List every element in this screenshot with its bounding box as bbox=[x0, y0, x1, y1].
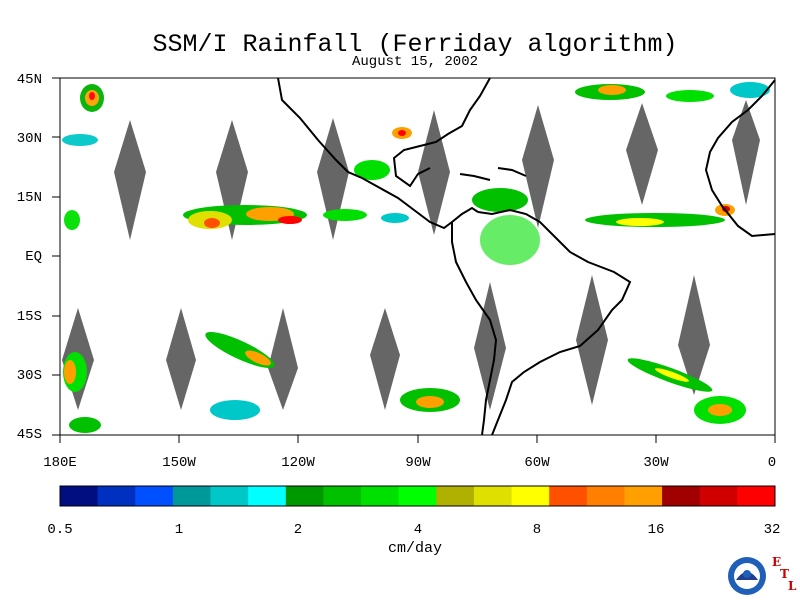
rain-patch-itcz bbox=[183, 205, 409, 229]
lon-label-60w: 60W bbox=[524, 455, 550, 471]
lon-label-90w: 90W bbox=[405, 455, 431, 471]
lon-label-0: 0 bbox=[767, 455, 777, 471]
lat-label-eq: EQ bbox=[25, 249, 42, 265]
swath-gap bbox=[732, 100, 760, 205]
coast-cuba bbox=[459, 173, 491, 181]
colorbar-frame bbox=[59, 485, 776, 507]
colorbar-swatch bbox=[323, 486, 362, 506]
swath-gap bbox=[474, 282, 506, 410]
colorbar-swatch bbox=[473, 486, 513, 506]
colorbar-swatch bbox=[398, 486, 437, 506]
colorbar-swatch bbox=[97, 486, 136, 506]
colorbar-swatch bbox=[248, 486, 287, 506]
lon-label-150w: 150W bbox=[162, 455, 196, 471]
rain-patch-south-atlantic bbox=[627, 358, 746, 424]
lon-label-120w: 120W bbox=[281, 455, 315, 471]
coast-south-america-west bbox=[451, 222, 498, 436]
colorbar-tick-5: 16 bbox=[647, 522, 665, 538]
map-title: SSM/I Rainfall (Ferriday algorithm) bbox=[152, 30, 678, 59]
colorbar-tick-3: 4 bbox=[413, 522, 423, 538]
colorbar-swatch bbox=[624, 486, 663, 506]
colorbar-swatch bbox=[60, 486, 99, 506]
colorbar-tick-0: 0.5 bbox=[47, 522, 73, 538]
coastlines bbox=[277, 77, 776, 436]
colorbar-swatch bbox=[285, 486, 324, 506]
swath-gap bbox=[166, 308, 196, 410]
colorbar-tick-2: 2 bbox=[293, 522, 303, 538]
lat-label-45n: 45N bbox=[16, 72, 42, 88]
rain-patch-nw bbox=[62, 84, 104, 230]
rainfall-patches bbox=[62, 82, 770, 433]
axis-ticks bbox=[52, 77, 776, 443]
colorbar bbox=[60, 486, 776, 506]
colorbar-swatch bbox=[436, 486, 475, 506]
map-date: August 15, 2002 bbox=[351, 54, 479, 70]
coast-caribbean-islands bbox=[497, 167, 527, 177]
colorbar-tick-6: 32 bbox=[763, 522, 781, 538]
lat-label-15n: 15N bbox=[16, 190, 42, 206]
colorbar-swatch bbox=[737, 486, 776, 506]
colorbar-swatch bbox=[549, 486, 588, 506]
lon-label-30w: 30W bbox=[643, 455, 669, 471]
colorbar-unit: cm/day bbox=[387, 540, 442, 557]
colorbar-swatch bbox=[511, 486, 550, 506]
logo-letter-e: E bbox=[772, 555, 781, 569]
lat-label-30s: 30S bbox=[16, 368, 42, 384]
swath-gap bbox=[626, 103, 658, 205]
swath-gap bbox=[678, 275, 710, 395]
swath-gap bbox=[268, 308, 298, 410]
lat-label-45s: 45S bbox=[16, 427, 42, 443]
logo-letter-l: L bbox=[788, 579, 797, 593]
colorbar-swatch bbox=[662, 486, 701, 506]
colorbar-tick-1: 1 bbox=[174, 522, 184, 538]
colorbar-swatch bbox=[361, 486, 400, 506]
lat-label-15s: 15S bbox=[16, 309, 42, 325]
colorbar-swatch bbox=[135, 486, 174, 506]
rain-patch-atlantic-itcz bbox=[585, 204, 735, 227]
colorbar-swatch bbox=[172, 486, 212, 506]
coast-gulf-mexico bbox=[392, 77, 491, 188]
rain-patch-gulf bbox=[354, 127, 540, 265]
swath-gap bbox=[418, 110, 450, 235]
lat-label-30n: 30N bbox=[16, 131, 42, 147]
logo-letter-t: T bbox=[780, 567, 789, 581]
coast-south-america-east bbox=[477, 208, 632, 436]
colorbar-tick-4: 8 bbox=[532, 522, 542, 538]
swath-gap bbox=[114, 120, 146, 240]
noaa-etl-logo: E T L bbox=[728, 555, 797, 595]
swath-gap bbox=[370, 308, 400, 410]
swath-gap bbox=[576, 275, 608, 405]
colorbar-swatch bbox=[210, 486, 249, 506]
swath-gap bbox=[216, 120, 248, 240]
rain-patch-north-atlantic bbox=[575, 82, 770, 102]
coast-africa bbox=[704, 79, 776, 238]
colorbar-swatch bbox=[699, 486, 738, 506]
swath-gap bbox=[522, 105, 554, 228]
lon-label-180e: 180E bbox=[43, 455, 77, 471]
rain-patch-south-pacific bbox=[63, 331, 460, 433]
coast-north-america-west bbox=[277, 77, 479, 230]
missing-swaths bbox=[62, 100, 760, 410]
colorbar-swatch bbox=[586, 486, 625, 506]
